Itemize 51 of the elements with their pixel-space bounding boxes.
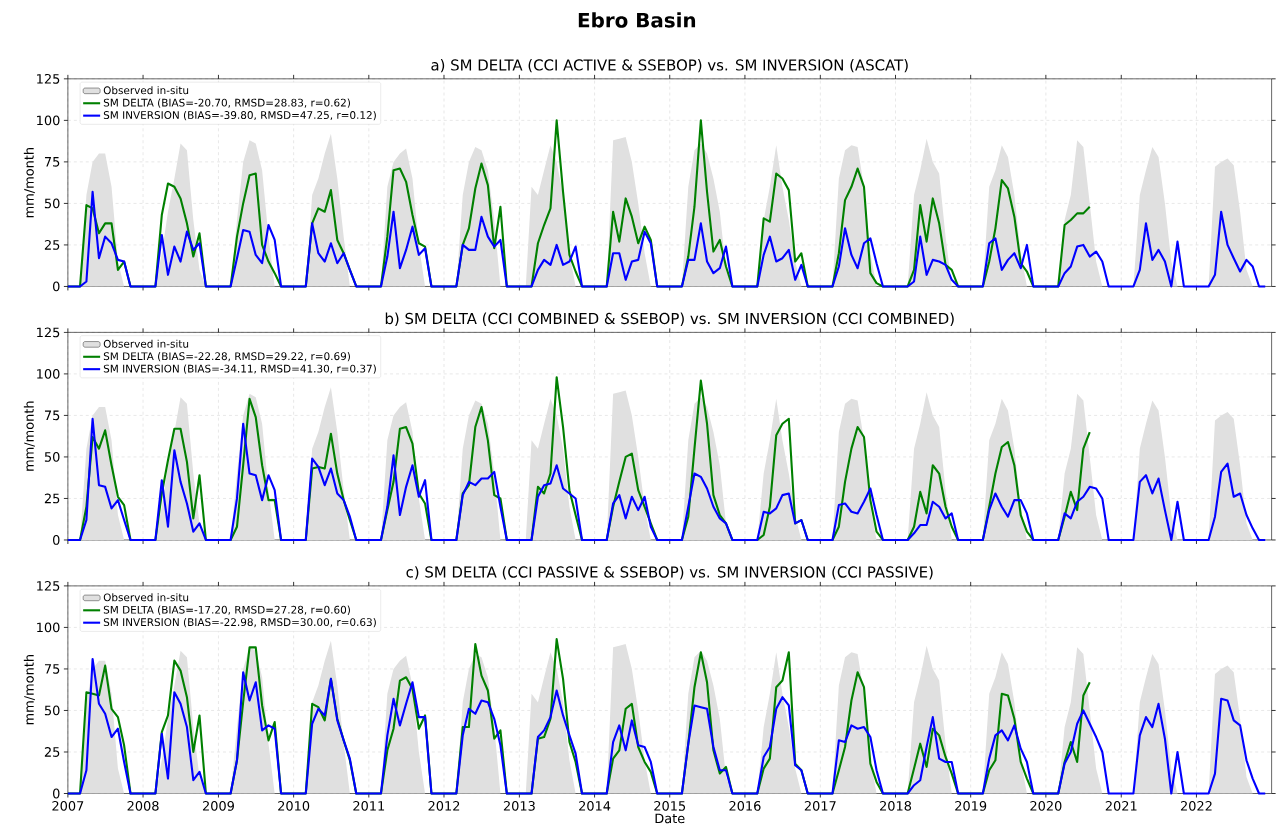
y-tick-label: 0 (53, 788, 60, 799)
x-tick-label: 2010 (278, 800, 310, 811)
x-tick-label: 2012 (428, 800, 460, 811)
y-tick-label: 100 (37, 622, 60, 633)
y-tick-label: 75 (44, 663, 60, 674)
x-tick-label: 2016 (729, 800, 761, 811)
legend-label: Observed in-situ (103, 593, 189, 602)
legend-label: SM DELTA (BIAS=-22.28, RMSD=29.22, r=0.69) (103, 351, 350, 362)
x-tick-label: 2014 (579, 800, 611, 811)
x-tick-label: 2007 (52, 800, 84, 811)
legend-label: Observed in-situ (103, 85, 189, 95)
x-axis-title: Date (655, 813, 685, 824)
x-tick-label: 2021 (1105, 800, 1137, 811)
y-axis-title: mm/month (23, 401, 35, 471)
chart-subtitle: a) SM DELTA (CCI ACTIVE & SSEBOP) vs. SM INVERSION (ASCAT) (431, 58, 908, 73)
y-tick-label: 0 (53, 534, 60, 545)
x-tick-label: 2013 (503, 800, 535, 811)
x-tick-label: 2022 (1180, 800, 1212, 811)
x-tick-label: 2011 (353, 800, 385, 811)
legend-label: SM DELTA (BIAS=-17.20, RMSD=27.28, r=0.60) (103, 605, 350, 615)
y-tick-label: 75 (44, 156, 60, 167)
x-tick-label: 2019 (955, 800, 987, 811)
chart-subtitle: c) SM DELTA (CCI PASSIVE & SSEBOP) vs. SM INVERSION (CCI PASSIVE) (406, 565, 933, 580)
y-tick-label: 25 (44, 493, 60, 504)
legend-label: SM INVERSION (BIAS=-22.98, RMSD=30.00, r=0.63) (103, 617, 376, 628)
y-tick-label: 0 (53, 281, 60, 292)
chart-title: Ebro Basin (578, 12, 696, 28)
y-tick-label: 100 (37, 115, 60, 126)
legend-label: SM INVERSION (BIAS=-39.80, RMSD=47.25, r=0.12) (103, 110, 376, 121)
legend-label: Observed in-situ (103, 339, 189, 348)
y-tick-label: 75 (44, 410, 60, 421)
y-tick-label: 100 (37, 368, 60, 379)
x-tick-label: 2017 (804, 800, 836, 811)
legend-label: SM DELTA (BIAS=-20.70, RMSD=28.83, r=0.62) (103, 98, 350, 108)
y-axis-title: mm/month (23, 654, 35, 725)
y-tick-label: 125 (37, 73, 60, 84)
x-tick-label: 2009 (202, 800, 234, 811)
x-tick-label: 2015 (654, 800, 686, 811)
y-tick-label: 125 (37, 327, 60, 338)
x-tick-label: 2020 (1030, 800, 1062, 811)
x-tick-label: 2008 (127, 800, 159, 811)
chart-subtitle: b) SM DELTA (CCI COMBINED & SSEBOP) vs. SM INVERSION (CCI COMBINED) (385, 312, 954, 326)
x-tick-label: 2018 (880, 800, 912, 811)
y-tick-label: 50 (44, 705, 60, 716)
y-tick-label: 125 (37, 580, 60, 591)
y-axis-title: mm/month (23, 147, 35, 218)
y-tick-label: 50 (44, 198, 60, 209)
y-tick-label: 25 (44, 239, 60, 250)
y-tick-label: 50 (44, 451, 60, 462)
legend-label: SM INVERSION (BIAS=-34.11, RMSD=41.30, r=0.37) (103, 364, 376, 374)
y-tick-label: 25 (44, 746, 60, 757)
